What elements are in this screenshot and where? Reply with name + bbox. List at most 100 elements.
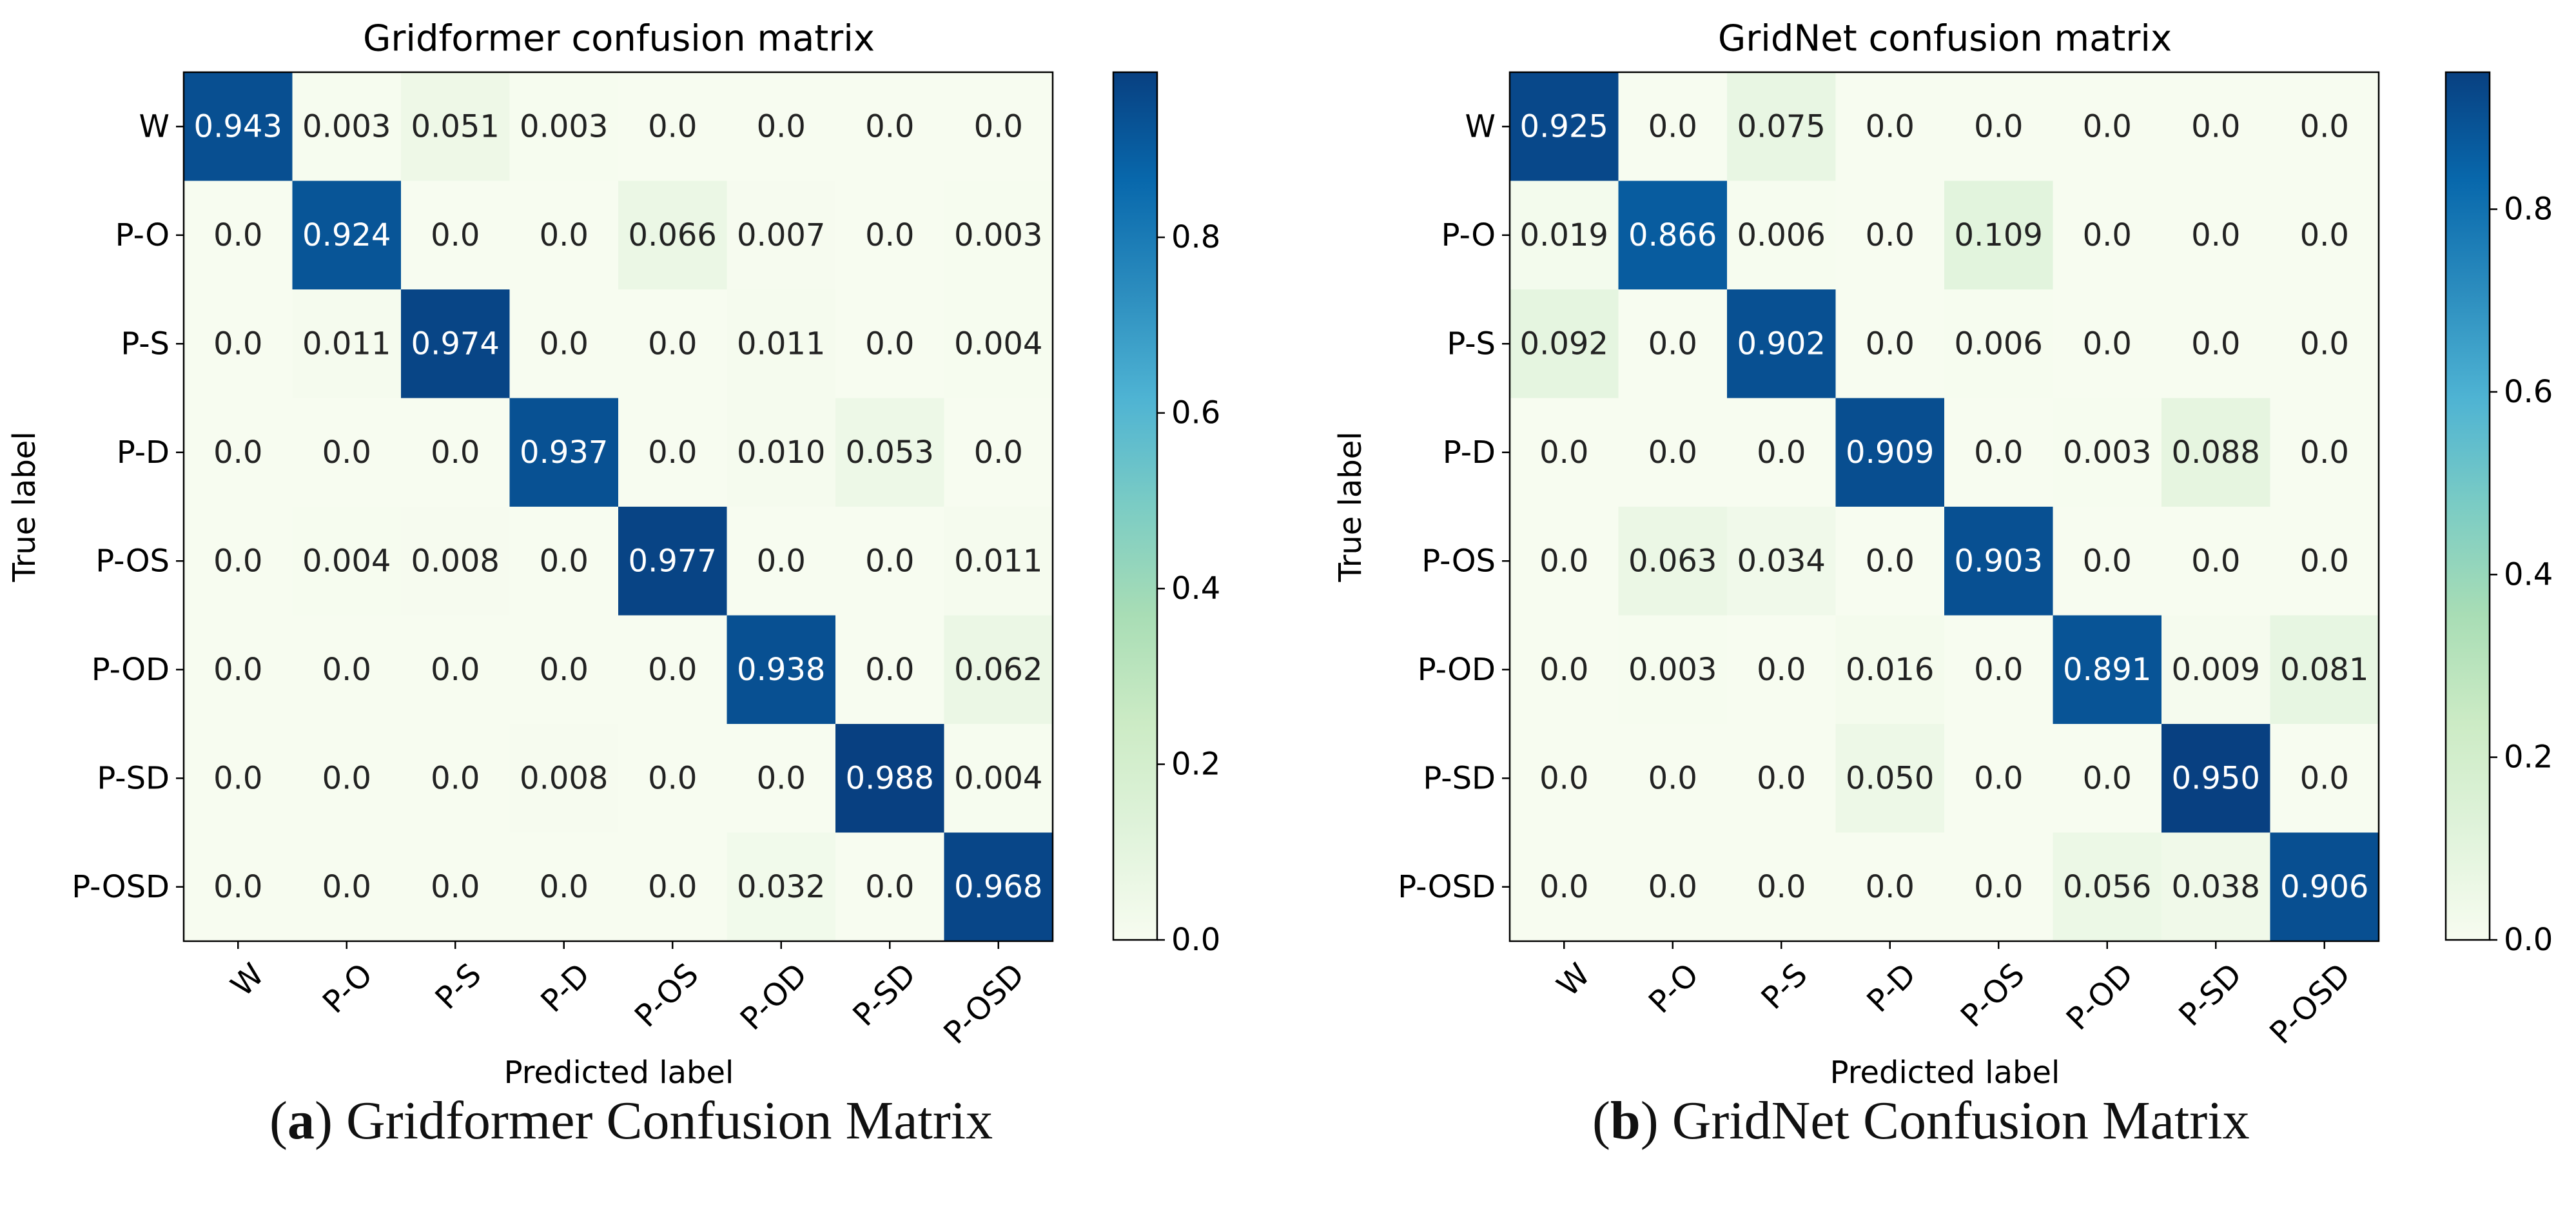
matrix-cell <box>1618 181 1728 290</box>
y-tick-label: P-O <box>115 217 170 253</box>
y-tick-label: P-S <box>121 326 170 362</box>
cell-value: 0.109 <box>1955 217 2043 253</box>
cell-value: 0.0 <box>2300 217 2349 253</box>
matrix-cell <box>944 72 1053 182</box>
cell-value: 0.0 <box>1648 869 1697 905</box>
matrix-cell <box>401 289 511 399</box>
matrix-cell <box>1727 398 1837 507</box>
cell-value: 0.032 <box>737 869 825 905</box>
cell-value: 0.0 <box>1648 434 1697 471</box>
cell-value: 0.925 <box>1520 108 1608 144</box>
cell-value: 0.0 <box>1866 326 1915 362</box>
cell-value: 0.0 <box>431 217 480 253</box>
matrix-cell <box>727 181 836 290</box>
cell-value: 0.0 <box>648 108 697 144</box>
x-tick-label: P-SD <box>846 957 922 1033</box>
matrix-cell <box>2053 72 2162 182</box>
matrix-cell <box>944 181 1053 290</box>
matrix-cell <box>2270 289 2379 399</box>
matrix-cell <box>509 507 619 616</box>
matrix-cell <box>835 181 945 290</box>
y-tick-label: P-SD <box>97 760 170 796</box>
x-tick-label: P-OSD <box>2263 957 2357 1051</box>
cell-value: 0.0 <box>757 543 806 579</box>
cell-value: 0.0 <box>540 652 589 688</box>
cell-value: 0.0 <box>213 652 262 688</box>
cell-value: 0.003 <box>302 108 391 144</box>
matrix-cell <box>944 832 1053 942</box>
matrix-cell <box>2053 289 2162 399</box>
matrix-cell <box>727 724 836 834</box>
cell-value: 0.938 <box>737 652 825 688</box>
matrix-cell <box>1618 832 1728 942</box>
matrix-cell <box>2053 398 2162 507</box>
matrix-cell <box>184 289 293 399</box>
matrix-cell <box>2270 181 2379 290</box>
matrix-cell <box>2270 72 2379 182</box>
cell-value: 0.0 <box>2191 217 2240 253</box>
cell-value: 0.0 <box>2300 760 2349 796</box>
cell-value: 0.006 <box>1955 326 2043 362</box>
cell-value: 0.092 <box>1520 326 1608 362</box>
matrix-cell <box>292 615 402 725</box>
matrix-cell <box>1510 398 1619 507</box>
cell-value: 0.0 <box>2191 326 2240 362</box>
matrix-cell <box>1618 398 1728 507</box>
matrix-cell <box>401 724 511 834</box>
matrix-cell <box>2161 832 2271 942</box>
cell-value: 0.019 <box>1520 217 1608 253</box>
cell-value: 0.007 <box>737 217 825 253</box>
matrix-cell <box>1618 507 1728 616</box>
matrix-cell <box>1944 398 2054 507</box>
cell-value: 0.0 <box>1539 869 1588 905</box>
cell-value: 0.0 <box>1974 434 2023 471</box>
matrix-cell <box>509 289 619 399</box>
matrix-cell <box>1727 289 1837 399</box>
cell-value: 0.0 <box>974 108 1023 144</box>
gridnet-confusion-matrix: GridNet confusion matrix 0.925 0.0 0.075 0.0… <box>1332 18 2553 1091</box>
cell-value: 0.0 <box>1757 760 1806 796</box>
cell-value: 0.0 <box>213 217 262 253</box>
colorbar-tick-label: 0.0 <box>2504 922 2553 958</box>
cell-value: 0.0 <box>2083 760 2132 796</box>
cell-value: 0.968 <box>954 869 1042 905</box>
y-tick-label: P-O <box>1441 217 1496 253</box>
matrix-cell <box>727 832 836 942</box>
cell-value: 0.0 <box>1539 652 1588 688</box>
y-tick-label: P-OS <box>1421 543 1496 579</box>
cell-value: 0.0 <box>2191 108 2240 144</box>
matrix-cell <box>401 398 511 507</box>
matrix-cell <box>2270 832 2379 942</box>
cell-value: 0.977 <box>629 543 717 579</box>
cell-value: 0.0 <box>648 326 697 362</box>
matrix-cell <box>1618 724 1728 834</box>
cell-value: 0.903 <box>1955 543 2043 579</box>
matrix-cell <box>292 181 402 290</box>
matrix-cell <box>2270 507 2379 616</box>
colorbar-tick-label: 0.8 <box>2504 191 2553 228</box>
matrix-cell <box>401 181 511 290</box>
matrix-cell <box>618 615 728 725</box>
matrix-cell <box>2161 507 2271 616</box>
matrix-frame <box>182 71 1054 942</box>
cell-value: 0.011 <box>737 326 825 362</box>
x-axis-label: Predicted label <box>1830 1055 2060 1091</box>
caption-b: (b) GridNet Confusion Matrix <box>1592 1091 2250 1151</box>
gridformer-confusion-matrix: Gridformer confusion matrix 0.943 0.003 0.0… <box>6 18 1220 1091</box>
cell-value: 0.937 <box>520 434 608 471</box>
cell-value: 0.902 <box>1737 326 1826 362</box>
matrix-cell <box>618 832 728 942</box>
cell-value: 0.0 <box>213 326 262 362</box>
x-tick-label: P-O <box>1642 957 1706 1020</box>
matrix-cell <box>1835 72 1945 182</box>
matrix-cell <box>1510 289 1619 399</box>
matrix-cell <box>292 398 402 507</box>
cell-value: 0.866 <box>1628 217 1717 253</box>
cell-value: 0.008 <box>411 543 500 579</box>
matrix-cell <box>509 72 619 182</box>
cell-value: 0.0 <box>213 543 262 579</box>
cell-value: 0.0 <box>1866 108 1915 144</box>
matrix-cell <box>401 615 511 725</box>
matrix-cell <box>2053 181 2162 290</box>
